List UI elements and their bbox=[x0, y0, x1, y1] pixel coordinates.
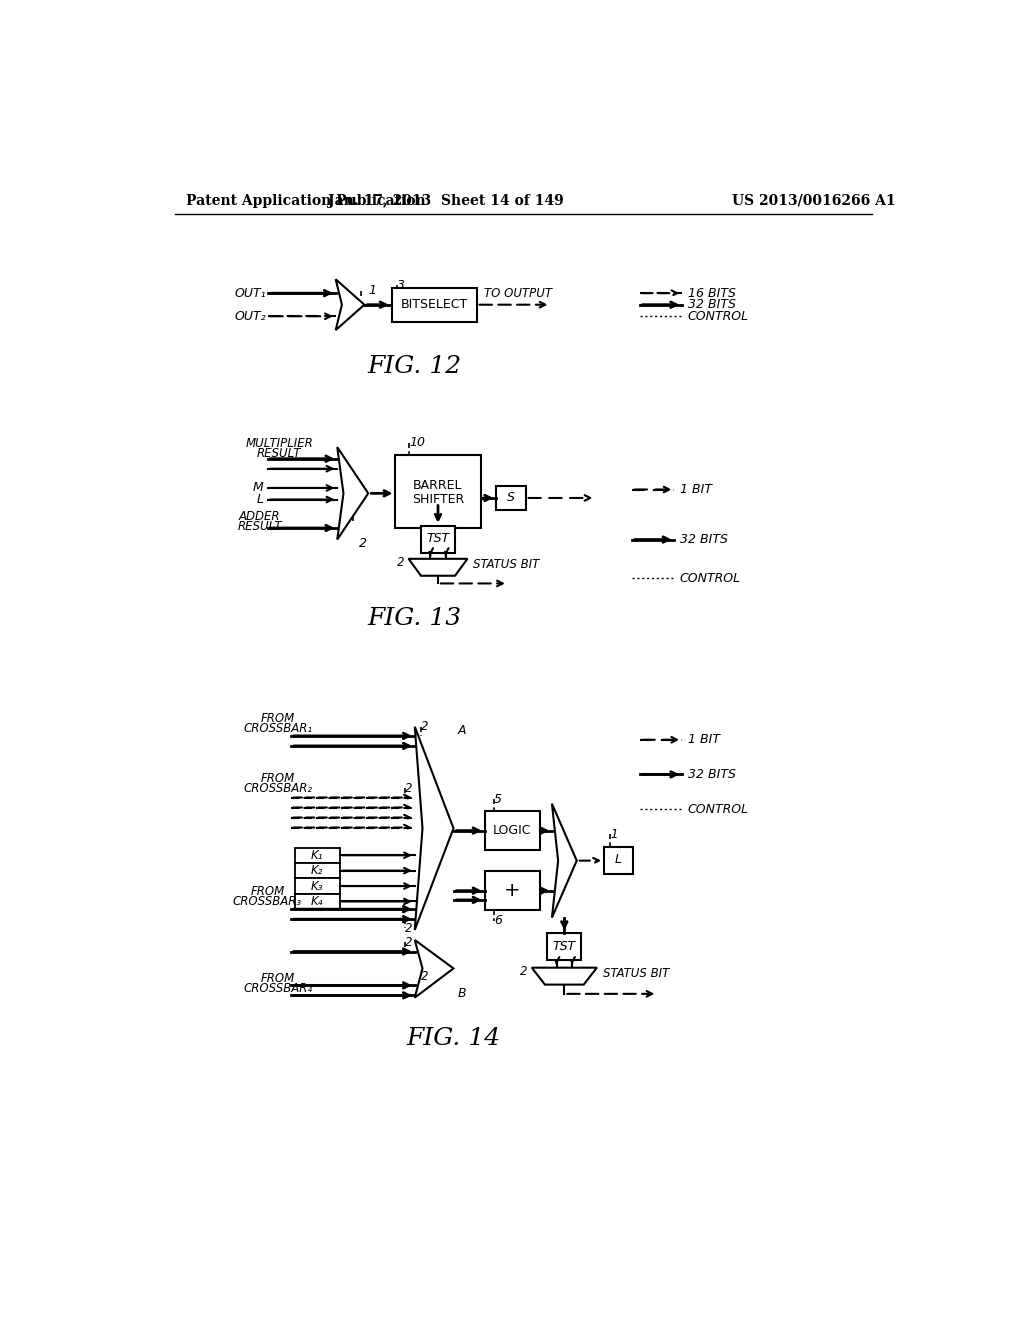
Text: MULTIPLIER: MULTIPLIER bbox=[246, 437, 313, 450]
Text: CROSSBAR₂: CROSSBAR₂ bbox=[243, 781, 312, 795]
Text: 2: 2 bbox=[406, 936, 413, 949]
Text: +: + bbox=[504, 882, 520, 900]
Text: S: S bbox=[507, 491, 515, 504]
Text: A: A bbox=[458, 723, 466, 737]
Text: CROSSBAR₃: CROSSBAR₃ bbox=[232, 895, 302, 908]
Text: 1: 1 bbox=[610, 828, 617, 841]
Text: 2: 2 bbox=[520, 965, 528, 978]
Text: 32 BITS: 32 BITS bbox=[687, 298, 735, 312]
Text: 32 BITS: 32 BITS bbox=[687, 768, 735, 781]
Text: 2: 2 bbox=[421, 721, 428, 733]
Text: M: M bbox=[253, 482, 263, 495]
Text: TST: TST bbox=[426, 532, 450, 545]
Text: 16 BITS: 16 BITS bbox=[687, 286, 735, 300]
Text: FROM: FROM bbox=[251, 884, 285, 898]
Bar bbox=[295, 894, 340, 909]
Text: 2: 2 bbox=[406, 781, 413, 795]
Text: FROM: FROM bbox=[260, 713, 295, 726]
Bar bbox=[484, 871, 541, 909]
Text: 1 BIT: 1 BIT bbox=[687, 733, 720, 746]
Text: FROM: FROM bbox=[260, 772, 295, 785]
Text: RESULT: RESULT bbox=[238, 520, 282, 533]
Text: FROM: FROM bbox=[260, 972, 295, 985]
Text: 32 BITS: 32 BITS bbox=[680, 533, 728, 546]
Text: FIG. 14: FIG. 14 bbox=[407, 1027, 501, 1049]
Bar bbox=[496, 486, 525, 511]
Text: OUT₁: OUT₁ bbox=[234, 286, 266, 300]
Text: BITSELECT: BITSELECT bbox=[400, 298, 468, 312]
Text: CONTROL: CONTROL bbox=[680, 572, 741, 585]
Text: 10: 10 bbox=[410, 436, 425, 449]
Bar bbox=[295, 878, 340, 894]
Text: TO OUTPUT: TO OUTPUT bbox=[484, 288, 553, 301]
Text: Patent Application Publication: Patent Application Publication bbox=[186, 194, 426, 207]
Text: CONTROL: CONTROL bbox=[687, 803, 749, 816]
Text: 2: 2 bbox=[406, 921, 413, 935]
Polygon shape bbox=[415, 940, 454, 998]
Text: 3: 3 bbox=[397, 279, 404, 292]
Text: BARREL: BARREL bbox=[414, 479, 463, 492]
Text: TST: TST bbox=[553, 940, 575, 953]
Text: 2: 2 bbox=[359, 537, 367, 550]
Polygon shape bbox=[552, 804, 577, 917]
Bar bbox=[547, 933, 582, 960]
Text: 6: 6 bbox=[494, 915, 502, 927]
Text: 5: 5 bbox=[494, 792, 502, 805]
Text: STATUS BIT: STATUS BIT bbox=[603, 968, 670, 981]
Text: 2: 2 bbox=[397, 556, 404, 569]
Polygon shape bbox=[415, 726, 454, 929]
Text: RESULT: RESULT bbox=[257, 446, 301, 459]
Text: 1: 1 bbox=[369, 284, 376, 297]
Bar bbox=[295, 863, 340, 878]
Text: 1 BIT: 1 BIT bbox=[680, 483, 712, 496]
Polygon shape bbox=[531, 968, 597, 985]
Text: FIG. 12: FIG. 12 bbox=[368, 355, 462, 378]
Text: ADDER: ADDER bbox=[239, 510, 281, 523]
Text: LOGIC: LOGIC bbox=[494, 824, 531, 837]
Text: OUT₂: OUT₂ bbox=[234, 310, 266, 323]
Text: K₁: K₁ bbox=[311, 849, 324, 862]
Text: CROSSBAR₁: CROSSBAR₁ bbox=[243, 722, 312, 735]
Polygon shape bbox=[409, 558, 467, 576]
Text: Jan. 17, 2013  Sheet 14 of 149: Jan. 17, 2013 Sheet 14 of 149 bbox=[328, 194, 563, 207]
Text: 2: 2 bbox=[421, 970, 428, 982]
Text: K₂: K₂ bbox=[311, 865, 324, 878]
Text: L: L bbox=[615, 853, 622, 866]
Polygon shape bbox=[336, 280, 365, 330]
Text: K₃: K₃ bbox=[311, 879, 324, 892]
Bar bbox=[295, 847, 340, 863]
Text: STATUS BIT: STATUS BIT bbox=[473, 558, 539, 572]
Text: US 2013/0016266 A1: US 2013/0016266 A1 bbox=[732, 194, 896, 207]
Text: B: B bbox=[458, 987, 466, 1001]
Text: CONTROL: CONTROL bbox=[687, 310, 749, 323]
Bar bbox=[421, 525, 455, 553]
Text: K₄: K₄ bbox=[311, 895, 324, 908]
Text: FIG. 13: FIG. 13 bbox=[368, 607, 462, 630]
Text: CROSSBAR₄: CROSSBAR₄ bbox=[243, 982, 312, 995]
Polygon shape bbox=[337, 447, 369, 540]
Bar bbox=[604, 847, 633, 874]
Bar bbox=[484, 812, 541, 850]
Text: L: L bbox=[257, 492, 263, 506]
Bar bbox=[395, 455, 480, 528]
Text: SHIFTER: SHIFTER bbox=[412, 492, 464, 506]
Bar bbox=[391, 288, 477, 322]
